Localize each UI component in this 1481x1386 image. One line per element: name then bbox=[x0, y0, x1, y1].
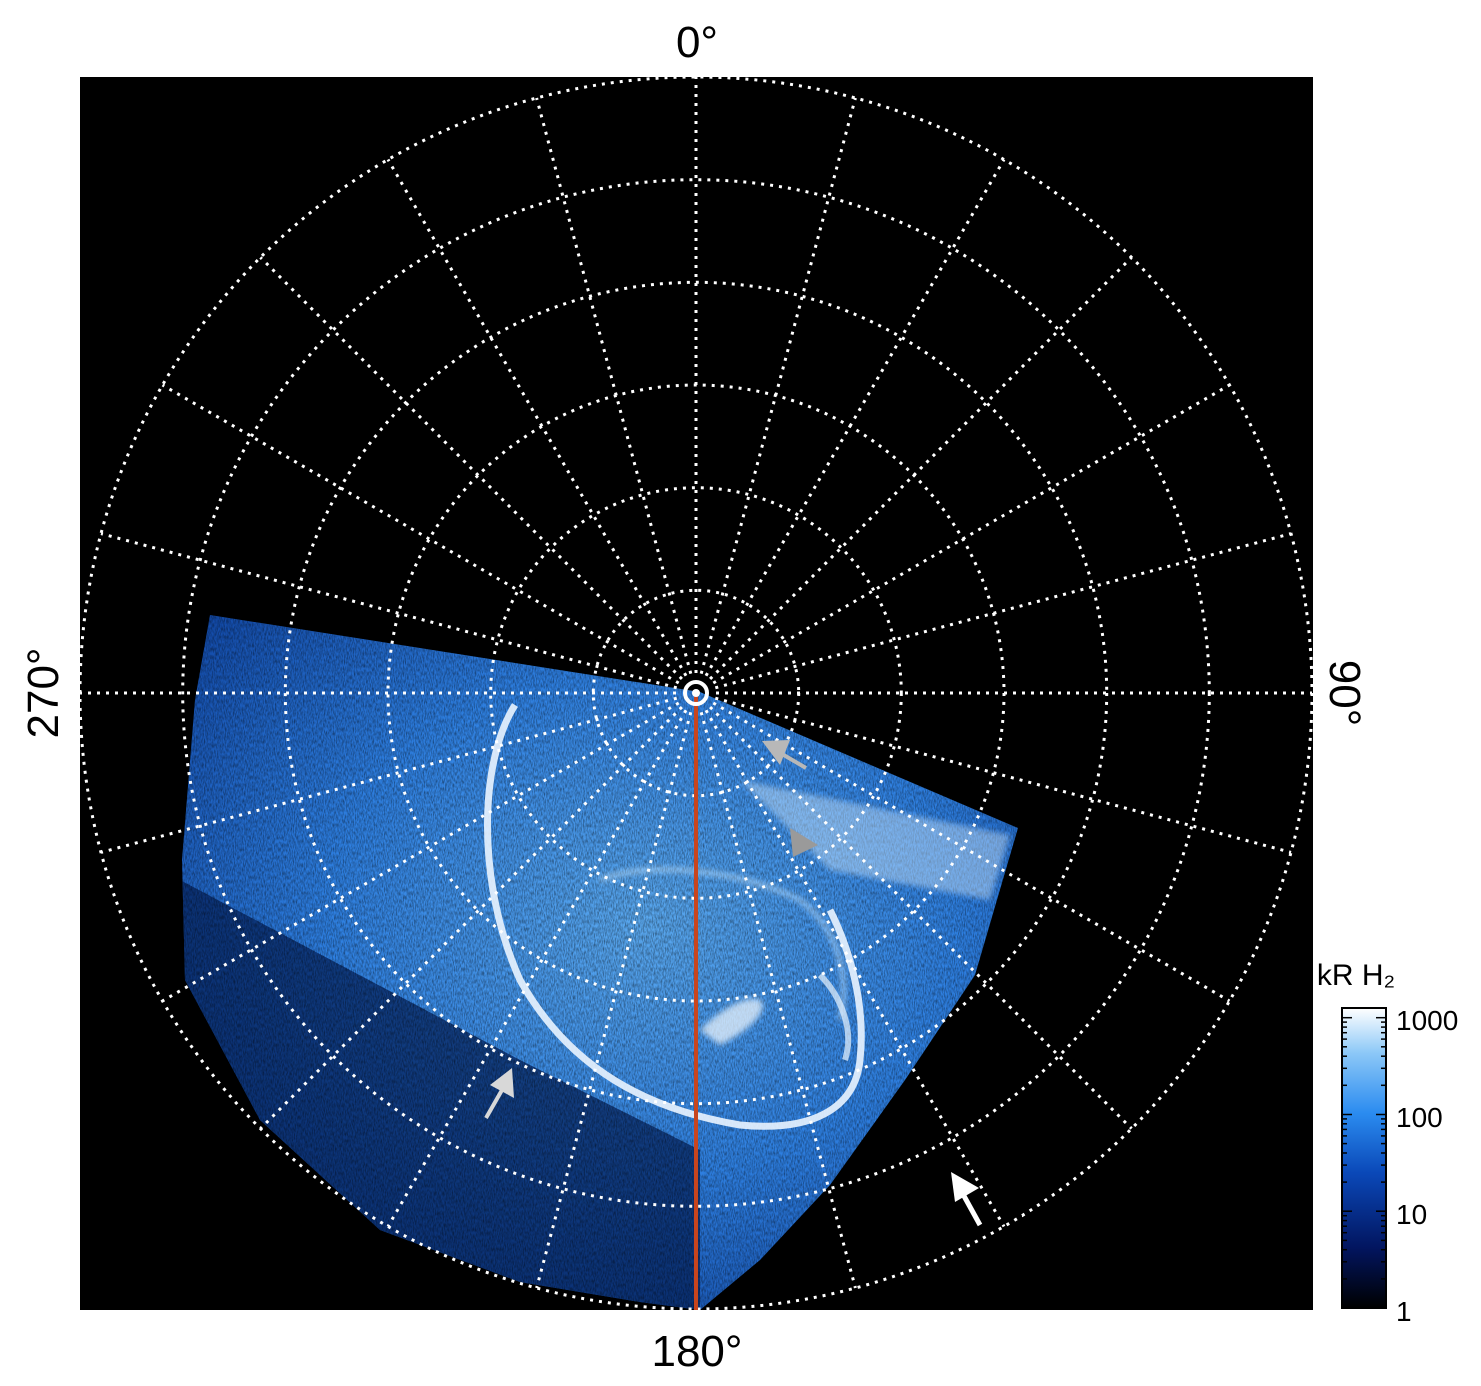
grid-meridian bbox=[714, 532, 1292, 690]
grid-meridian bbox=[259, 256, 683, 680]
grid-meridian bbox=[535, 711, 693, 1289]
main-auroral-oval bbox=[484, 703, 865, 1130]
colorbar-tick-1000: 1000 bbox=[1396, 1005, 1458, 1036]
gray-arrowhead-mid bbox=[790, 828, 818, 857]
grid-ring bbox=[181, 178, 1211, 1208]
grid-meridian bbox=[535, 97, 693, 675]
angle-label-bottom: 180° bbox=[651, 1327, 742, 1376]
grid-meridian bbox=[386, 709, 688, 1228]
colorbar-gradient bbox=[1341, 1007, 1387, 1309]
grid-meridian bbox=[699, 711, 857, 1289]
grid-ring bbox=[283, 280, 1109, 1106]
grid-meridian bbox=[712, 383, 1231, 685]
angle-label-top: 0° bbox=[676, 18, 718, 67]
gray-arrow-upper bbox=[762, 740, 808, 770]
colorbar-tick-100: 100 bbox=[1396, 1102, 1443, 1133]
grid-meridian bbox=[704, 158, 1006, 677]
colorbar-tick-1: 1 bbox=[1396, 1296, 1412, 1327]
pole-marker bbox=[683, 680, 709, 706]
grid-meridian bbox=[100, 696, 678, 854]
angle-label-right: 90° bbox=[1320, 660, 1369, 727]
grid-meridian bbox=[712, 701, 1231, 1003]
grid-meridian bbox=[699, 97, 857, 675]
colorbar: kR H₂ 1000 100 10 1 bbox=[1317, 959, 1458, 1327]
white-arrow-lower-right bbox=[951, 1172, 983, 1227]
grid-meridian bbox=[259, 706, 683, 1130]
grid-meridian bbox=[161, 701, 680, 1003]
polar-grid bbox=[80, 77, 1313, 1310]
grid-meridian bbox=[161, 383, 680, 685]
grid-meridian bbox=[709, 256, 1133, 680]
grid-meridian bbox=[704, 709, 1006, 1228]
grid-meridian bbox=[714, 696, 1292, 854]
grid-meridian bbox=[709, 706, 1133, 1130]
colorbar-title: kR H₂ bbox=[1317, 959, 1395, 992]
grid-meridian bbox=[386, 158, 688, 677]
grid-meridian bbox=[100, 532, 678, 690]
grid-ring bbox=[489, 486, 903, 900]
colorbar-tick-10: 10 bbox=[1396, 1199, 1427, 1230]
lightgray-arrow-left bbox=[484, 1068, 514, 1119]
angle-label-left: 270° bbox=[19, 647, 68, 738]
